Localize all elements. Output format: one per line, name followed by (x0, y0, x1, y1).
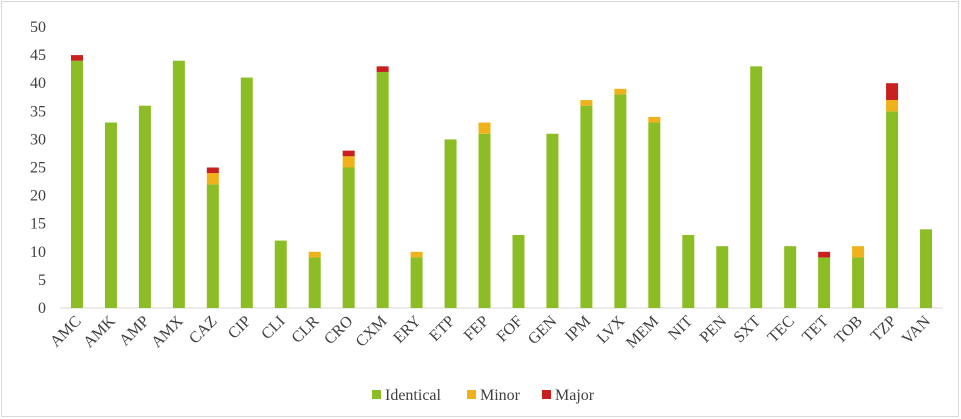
bar-segment (852, 257, 865, 308)
y-tick-label: 50 (30, 19, 46, 36)
y-tick-label: 0 (38, 300, 46, 317)
bar-segment (172, 60, 185, 308)
bar-segment (546, 133, 559, 308)
bar-segment (920, 229, 933, 308)
bar-segment (716, 246, 729, 308)
bar-segment (886, 100, 899, 112)
legend-swatch (372, 390, 381, 399)
bar-segment (206, 173, 219, 185)
bar-segment (580, 105, 593, 309)
y-tick-label: 15 (30, 216, 46, 233)
bar-segment (852, 246, 865, 258)
y-tick-label: 40 (30, 75, 46, 92)
bar-segment (274, 240, 287, 308)
y-tick-label: 10 (30, 244, 46, 261)
bar-segment (104, 122, 117, 308)
bar-segment (886, 83, 899, 101)
legend-swatch (542, 390, 551, 399)
bar-segment (886, 111, 899, 308)
bar-segment (308, 251, 321, 258)
bar-segment (376, 71, 389, 309)
bar-segment (648, 122, 661, 308)
bar-segment (410, 257, 423, 308)
legend-label: Identical (385, 387, 442, 404)
bar-segment (206, 167, 219, 174)
bar-segment (70, 60, 83, 308)
bar-segment (478, 133, 491, 308)
bar-segment (240, 77, 253, 308)
bar-segment (342, 156, 355, 168)
bar-segment (512, 234, 525, 308)
bar-segment (614, 88, 627, 95)
y-tick-label: 5 (38, 272, 46, 289)
y-tick-label: 25 (30, 160, 46, 177)
legend-label: Minor (480, 387, 521, 404)
bar-segment (750, 66, 763, 308)
bar-segment (784, 246, 797, 308)
bar-segment (580, 100, 593, 106)
bar-segment (138, 105, 151, 309)
y-tick-label: 20 (30, 188, 46, 205)
legend-swatch (467, 390, 476, 399)
bar-segment (648, 116, 661, 123)
bar-segment (682, 234, 695, 308)
bar-segment (70, 55, 83, 61)
bar-segment (410, 251, 423, 258)
bar-segment (342, 167, 355, 308)
legend-label: Major (555, 387, 595, 404)
bar-segment (308, 257, 321, 308)
y-tick-label: 35 (30, 103, 46, 120)
bar-segment (206, 184, 219, 308)
bar-segment (478, 122, 491, 134)
bar-segment (376, 66, 389, 72)
bar-segment (444, 139, 457, 308)
bar-segment (614, 94, 627, 308)
y-tick-label: 45 (30, 47, 46, 64)
y-tick-label: 30 (30, 131, 46, 148)
bar-segment (818, 251, 831, 258)
bar-segment (342, 150, 355, 157)
bar-segment (818, 257, 831, 308)
